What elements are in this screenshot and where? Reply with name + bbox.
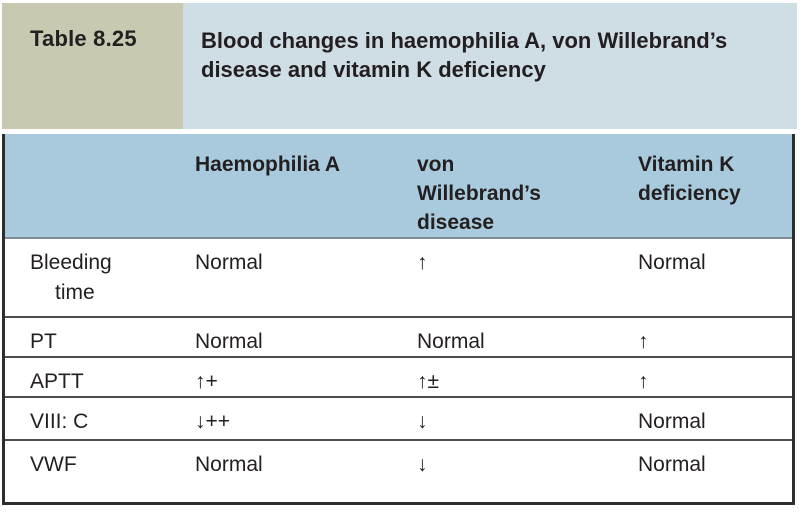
header-cell-haemophilia-a: Haemophilia A — [195, 150, 417, 237]
header-label: von Willebrand’s disease — [417, 153, 541, 234]
cell-value: ↑ — [417, 251, 428, 274]
row-label: Bleeding time — [30, 251, 112, 304]
cell-value: Normal — [195, 251, 263, 274]
cell-value: ↑± — [417, 370, 440, 393]
table-title-text: Blood changes in haemophilia A, von Will… — [201, 28, 728, 82]
header-cell-empty — [30, 150, 195, 237]
cell-value: ↓++ — [195, 410, 231, 433]
cell-value: Normal — [638, 251, 706, 274]
header-label: Vitamin K deficiency — [638, 153, 741, 205]
row-label: APTT — [30, 370, 84, 393]
cell-value: Normal — [195, 453, 263, 476]
cell-value: Normal — [638, 453, 706, 476]
row-label: PT — [30, 330, 57, 353]
cell-value: Normal — [417, 330, 485, 353]
table-number-label: Table 8.25 — [2, 3, 183, 129]
cell-value: Normal — [195, 330, 263, 353]
table-row-pt: PT Normal Normal ↑ — [5, 316, 792, 356]
cell-value: ↑+ — [195, 370, 218, 393]
table-row-vwf: VWF Normal ↓ Normal — [5, 439, 792, 502]
cell-value: ↑ — [638, 370, 649, 393]
blood-changes-table: Haemophilia A von Willebrand’s disease V… — [2, 134, 795, 505]
cell-value: ↓ — [417, 410, 428, 433]
table-header-row: Haemophilia A von Willebrand’s disease V… — [5, 134, 792, 239]
row-label: VIII: C — [30, 410, 89, 433]
table-row-viii-c: VIII: C ↓++ ↓ Normal — [5, 396, 792, 439]
table-row-aptt: APTT ↑+ ↑± ↑ — [5, 356, 792, 396]
table-title: Blood changes in haemophilia A, von Will… — [183, 3, 797, 129]
row-label: VWF — [30, 453, 77, 476]
cell-value: ↑ — [638, 330, 649, 353]
header-cell-von-willebrands: von Willebrand’s disease — [417, 150, 638, 237]
cell-value: Normal — [638, 410, 706, 433]
table-row-bleeding-time: Bleeding time Normal ↑ Normal — [5, 239, 792, 316]
cell-value: ↓ — [417, 453, 428, 476]
header-cell-vitamin-k: Vitamin K deficiency — [638, 150, 792, 237]
table-caption-band: Table 8.25 Blood changes in haemophilia … — [2, 3, 797, 129]
header-label: Haemophilia A — [195, 153, 341, 176]
